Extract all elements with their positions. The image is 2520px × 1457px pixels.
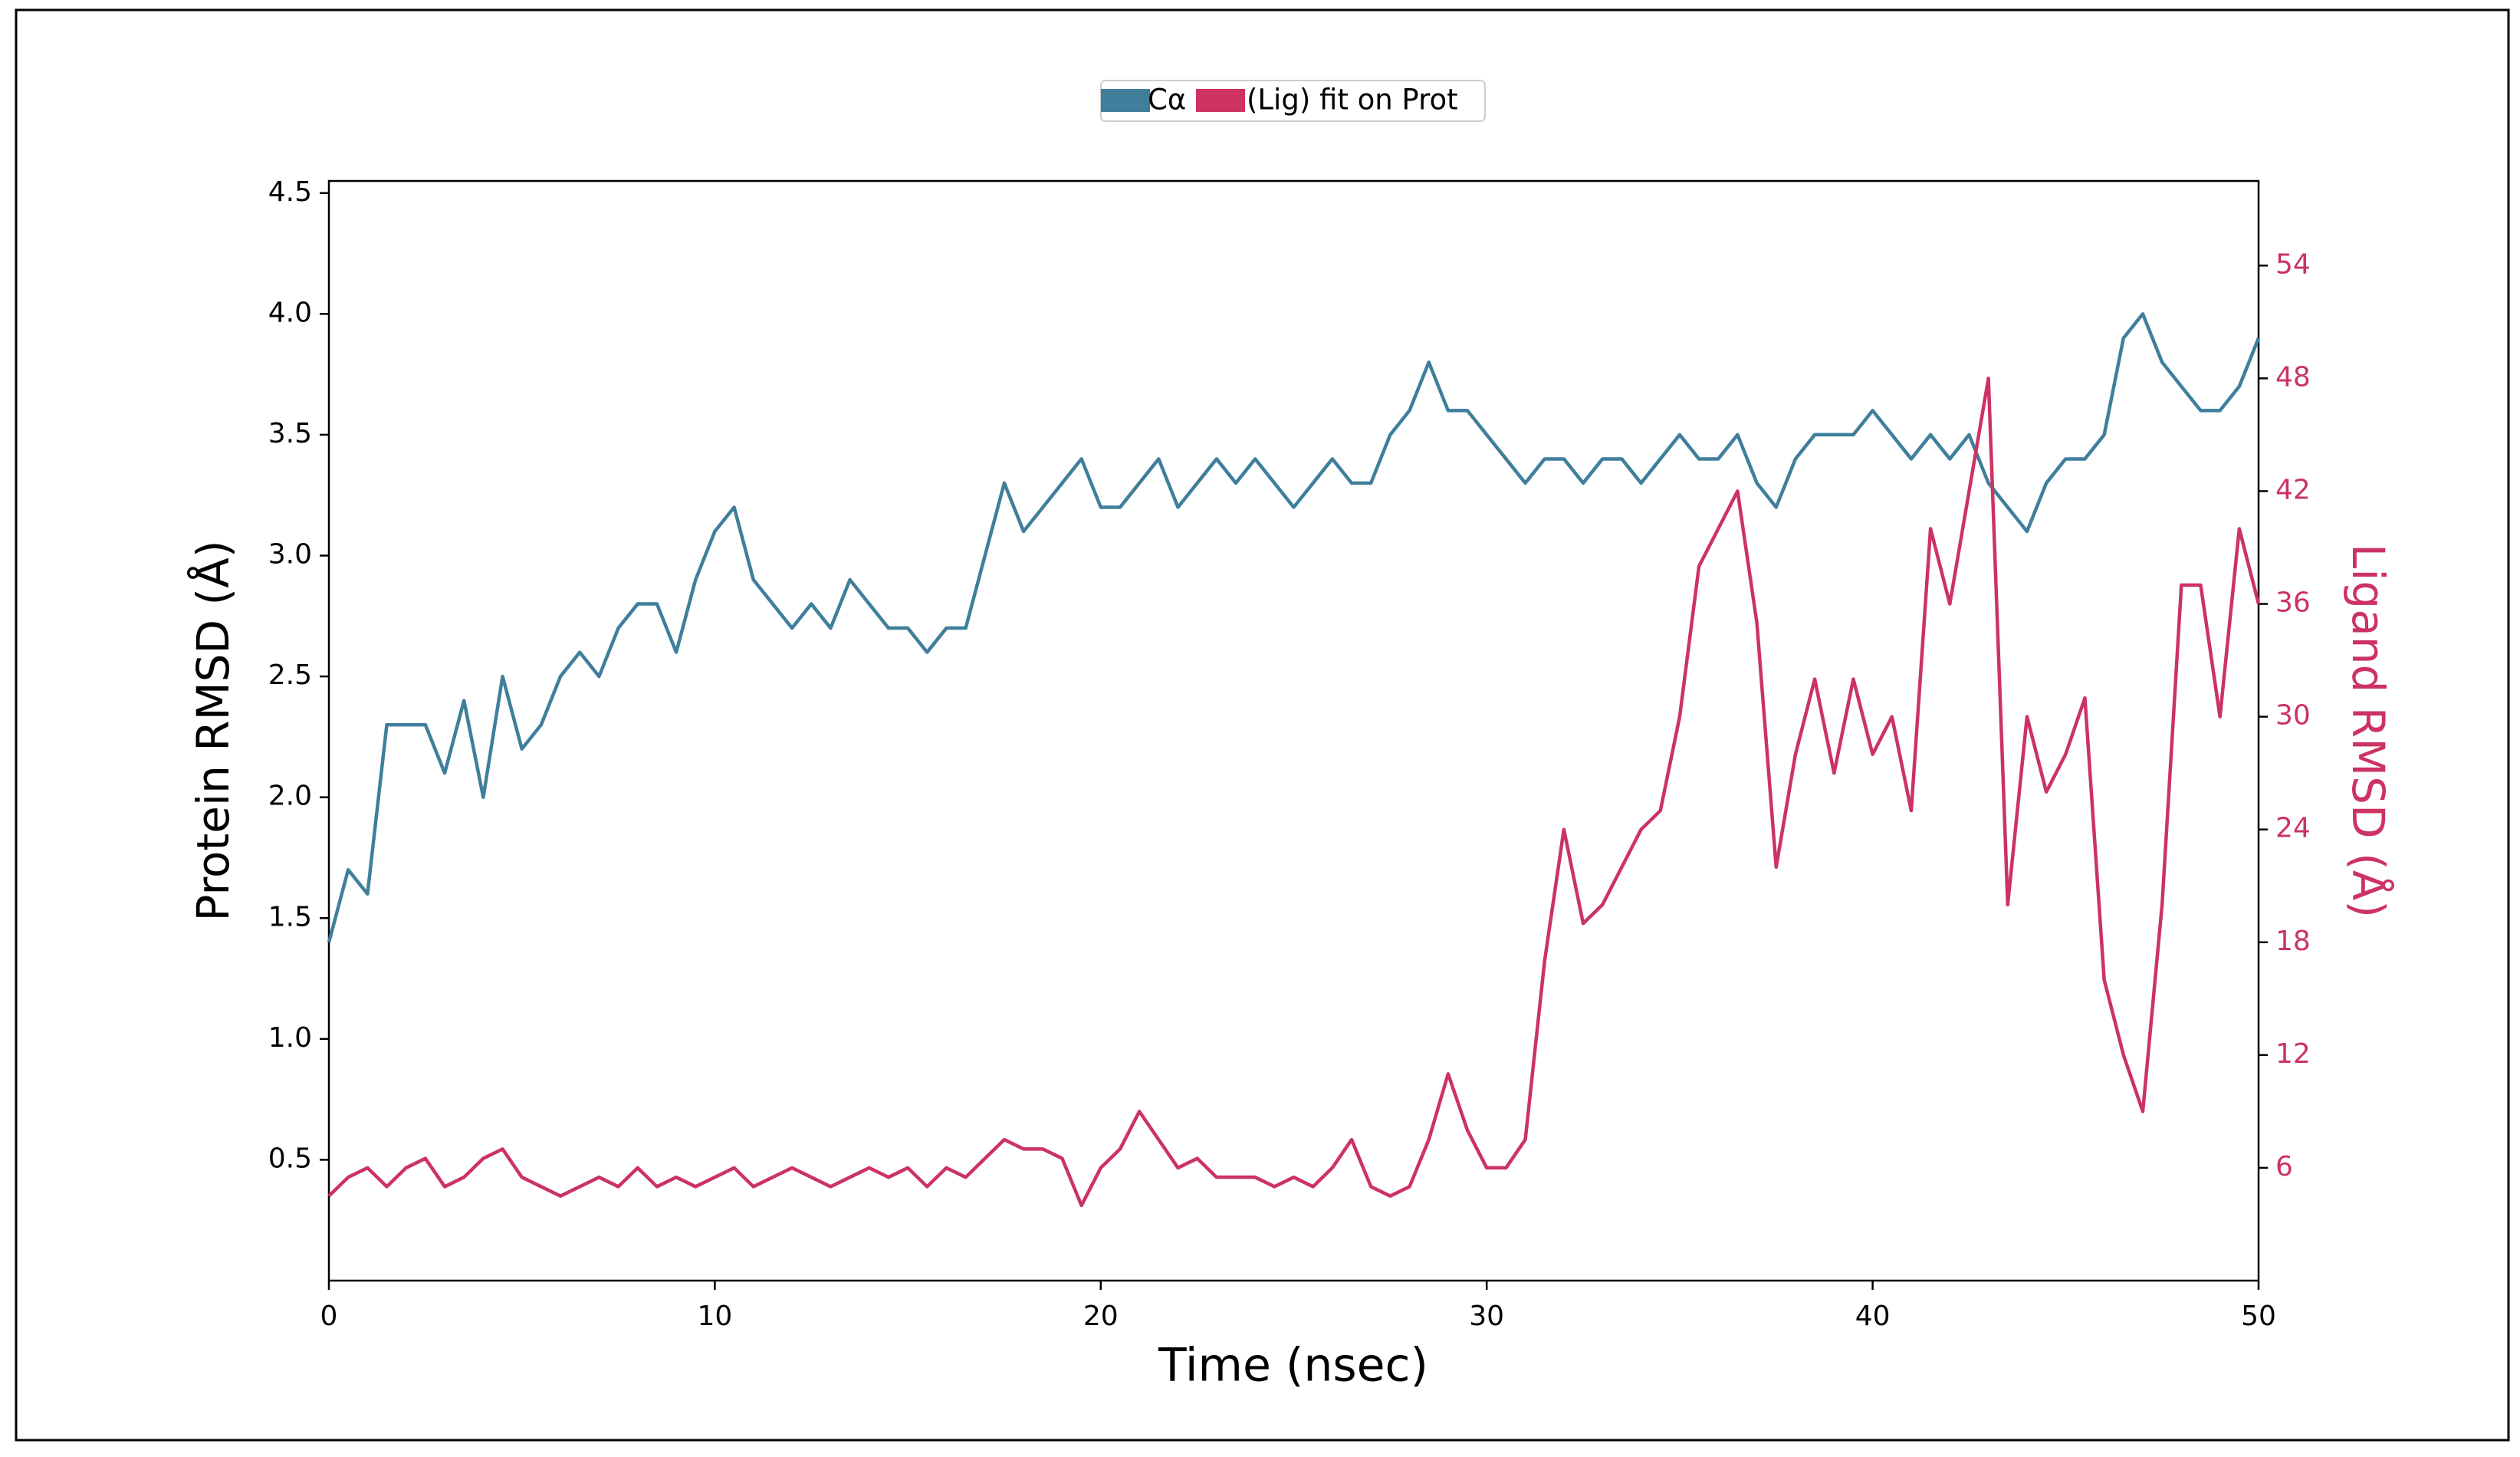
legend-label: Cα (1148, 84, 1186, 117)
y2-tick-label: 48 (2275, 361, 2311, 393)
legend-label: (Lig) fit on Prot (1247, 84, 1458, 117)
y2-tick-label: 54 (2275, 248, 2311, 280)
x-tick-label: 0 (320, 1301, 338, 1332)
x-tick-label: 40 (1855, 1301, 1891, 1332)
y2-tick-label: 12 (2275, 1038, 2311, 1070)
legend-swatch (1101, 89, 1150, 112)
y-tick-label: 4.0 (268, 297, 312, 328)
y2-tick-label: 18 (2275, 926, 2311, 957)
y-tick-label: 2.0 (268, 781, 312, 812)
y2-tick-label: 6 (2275, 1151, 2293, 1182)
y2-tick-label: 42 (2275, 474, 2311, 505)
x-tick-label: 20 (1083, 1301, 1119, 1332)
x-tick-label: 30 (1469, 1301, 1504, 1332)
y-tick-label: 4.5 (268, 176, 312, 208)
y2-tick-label: 36 (2275, 587, 2311, 619)
series-line (327, 312, 2261, 943)
frame (15, 8, 2510, 1442)
plot-area (327, 179, 2260, 1282)
x-tick-label: 10 (697, 1301, 732, 1332)
y-tick-label: 1.5 (268, 901, 312, 932)
legend-swatch (1196, 89, 1245, 112)
x-axis-label: Time (nsec) (1158, 1339, 1428, 1393)
y2-tick-label: 30 (2275, 700, 2311, 732)
y-tick-label: 3.5 (268, 418, 312, 449)
y-tick-label: 3.0 (268, 539, 312, 571)
y-tick-label: 1.0 (268, 1022, 312, 1054)
y-tick-label: 0.5 (268, 1143, 312, 1174)
x-tick-label: 50 (2241, 1301, 2276, 1332)
series-line (327, 377, 2261, 1208)
y2-tick-label: 24 (2275, 813, 2311, 844)
y-axis-label: Protein RMSD (Å) (186, 541, 239, 922)
y-tick-label: 2.5 (268, 659, 312, 691)
y2-axis-label: Ligand RMSD (Å) (2342, 544, 2395, 918)
